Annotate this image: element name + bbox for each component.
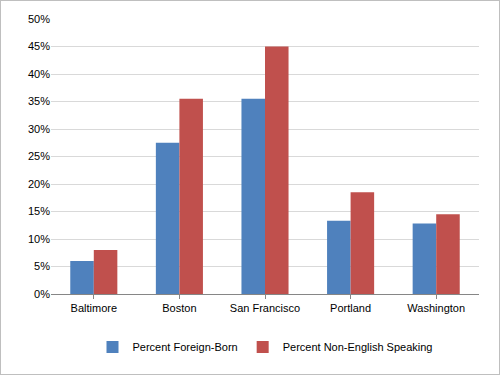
svg-text:Portland: Portland xyxy=(330,302,371,314)
svg-text:Washington: Washington xyxy=(407,302,465,314)
svg-text:30%: 30% xyxy=(28,123,50,135)
svg-text:Boston: Boston xyxy=(162,302,196,314)
svg-text:Percent Non-English Speaking: Percent Non-English Speaking xyxy=(283,341,433,353)
svg-text:20%: 20% xyxy=(28,178,50,190)
svg-text:5%: 5% xyxy=(34,260,50,272)
svg-text:25%: 25% xyxy=(28,150,50,162)
svg-text:45%: 45% xyxy=(28,40,50,52)
svg-text:10%: 10% xyxy=(28,233,50,245)
svg-text:40%: 40% xyxy=(28,68,50,80)
svg-text:Percent Foreign-Born: Percent Foreign-Born xyxy=(133,341,238,353)
svg-text:Baltimore: Baltimore xyxy=(71,302,117,314)
svg-text:San Francisco: San Francisco xyxy=(230,302,300,314)
svg-text:0%: 0% xyxy=(34,288,50,300)
svg-text:50%: 50% xyxy=(28,13,50,25)
svg-text:35%: 35% xyxy=(28,95,50,107)
svg-text:15%: 15% xyxy=(28,205,50,217)
